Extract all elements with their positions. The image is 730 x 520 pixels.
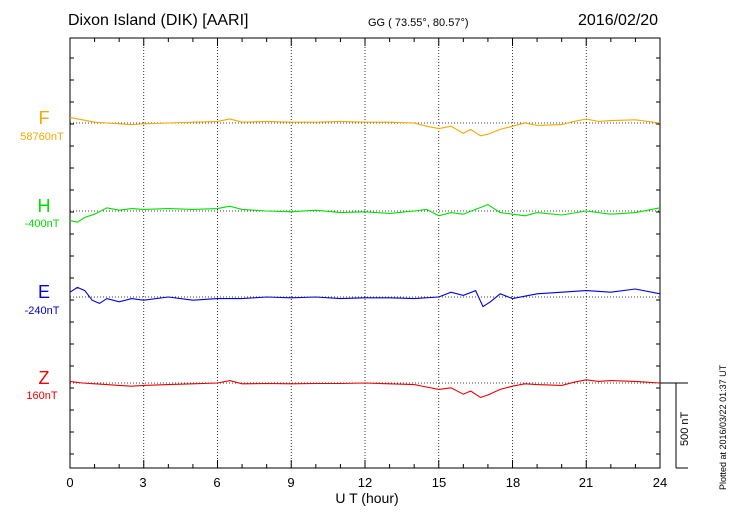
coordinates-label: GG ( 73.55°, 80.57°) <box>368 17 469 29</box>
x-tick-label: 21 <box>578 475 594 490</box>
x-axis-label: U T (hour) <box>335 490 399 506</box>
series-label-e: E <box>37 282 50 302</box>
x-tick-label: 24 <box>652 475 668 490</box>
x-tick-label: 15 <box>431 475 447 490</box>
baseline-label-h: -400nT <box>24 218 60 230</box>
station-title: Dixon Island (DIK) [AARI] <box>68 12 249 29</box>
date-label: 2016/02/20 <box>578 12 659 29</box>
series-line-f <box>69 116 661 137</box>
baseline-label-z: 160nT <box>26 390 58 402</box>
x-tick-label: 6 <box>213 475 221 490</box>
series-line-h <box>69 203 661 223</box>
series-label-z: Z <box>38 368 50 388</box>
x-tick-label: 18 <box>505 475 521 490</box>
baseline-label-f: 58760nT <box>20 131 64 143</box>
baseline-label-e: -240nT <box>24 305 60 317</box>
x-tick-label: 12 <box>357 475 373 490</box>
x-tick-label: 3 <box>139 475 147 490</box>
series-label-f: F <box>38 108 50 128</box>
plot-frame <box>69 37 661 469</box>
x-tick-label: 9 <box>287 475 295 490</box>
x-tick-label: 0 <box>66 475 74 490</box>
series-label-h: H <box>37 196 51 216</box>
series-line-z <box>69 379 661 399</box>
series-line-e <box>69 286 661 308</box>
